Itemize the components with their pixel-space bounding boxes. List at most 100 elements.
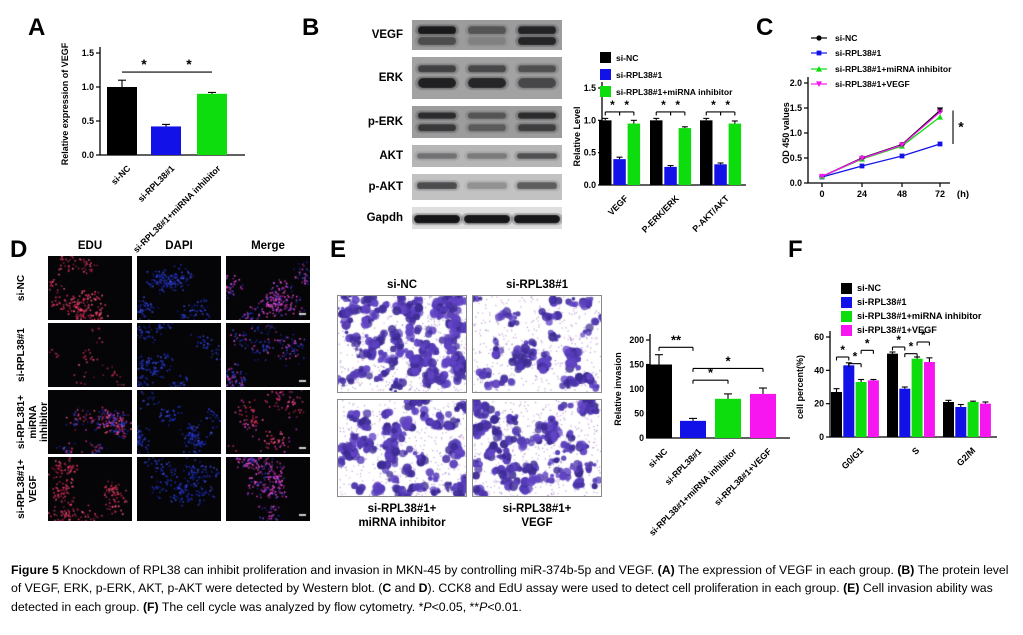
blot-row: p-AKT — [341, 174, 562, 200]
dapi-image — [137, 256, 221, 320]
panel-f-legend: si-NC si-RPL38#1 si-RPL38#1+miRNA inhibito… — [841, 281, 981, 337]
legend-item: si-NC — [600, 49, 732, 66]
caption-text: (B) — [897, 563, 915, 577]
caption-text: Cell invasion ability was detected in ea… — [11, 581, 993, 614]
svg-text:*: * — [725, 353, 731, 368]
legend-color-swatch — [841, 296, 852, 308]
legend-color-swatch — [600, 86, 611, 97]
svg-text:cell percent(%): cell percent(%) — [795, 355, 805, 419]
svg-text:40: 40 — [814, 365, 824, 375]
caption-text: The protein level of VEGF, ERK, p-ERK, A… — [11, 563, 1009, 596]
svg-text:*: * — [141, 56, 147, 72]
legend-marker-icon — [811, 65, 827, 72]
caption-text: (A) — [657, 563, 675, 577]
legend-marker-icon — [811, 35, 827, 41]
svg-text:100: 100 — [629, 384, 644, 394]
dapi-header: DAPI — [165, 240, 193, 252]
svg-text:P-ERK/ERK: P-ERK/ERK — [640, 193, 682, 235]
svg-text:S: S — [910, 445, 921, 456]
svg-text:(h): (h) — [957, 189, 969, 200]
svg-text:P-AKT/AKT: P-AKT/AKT — [690, 193, 731, 234]
merge-image — [226, 390, 310, 454]
panel-f-label: F — [788, 236, 804, 263]
caption-text: C — [382, 581, 392, 596]
condition-row-label: si-RPL38#1+ VEGF — [16, 459, 39, 519]
svg-text:G0/G1: G0/G1 — [840, 445, 866, 471]
panel-c-label: C — [756, 14, 774, 41]
svg-text:0.5: 0.5 — [82, 116, 94, 126]
caption-text: ). CCK8 and EdU assay were used to detec… — [427, 581, 844, 596]
svg-text:*: * — [909, 340, 914, 354]
legend-label: si-NC — [616, 52, 639, 63]
dapi-image — [137, 323, 221, 387]
merge-image — [226, 256, 310, 320]
invasion-group-label: si-RPL38#1+ VEGF — [502, 503, 572, 529]
blot-row: ERK — [341, 57, 562, 99]
edu-image — [48, 256, 132, 320]
caption-text: <0.05, ** — [431, 599, 480, 614]
legend-marker-icon — [811, 81, 827, 88]
western-blot-strip — [412, 57, 562, 99]
invasion-assay-image — [472, 295, 602, 393]
invasion-group-label: si-NC — [386, 279, 418, 291]
svg-text:20: 20 — [814, 399, 824, 409]
legend-item: si-RPL38#1+miRNA inhibitor — [600, 83, 732, 100]
legend-label: si-RPL38#1+VEGF — [857, 325, 937, 335]
svg-text:Relative expression of VEGF: Relative expression of VEGF — [60, 42, 70, 165]
svg-text:1.5: 1.5 — [790, 103, 802, 113]
legend-marker-icon — [811, 50, 827, 56]
svg-text:si-RPL38#1: si-RPL38#1 — [136, 163, 177, 204]
blot-row: p-ERK — [341, 106, 562, 138]
caption-text: (E) — [843, 581, 860, 596]
svg-text:1.0: 1.0 — [790, 128, 802, 138]
legend-item: si-NC — [810, 30, 951, 46]
svg-text:50: 50 — [634, 409, 644, 419]
blot-row: AKT — [341, 145, 562, 167]
invasion-group-label: si-RPL38#1 — [505, 279, 568, 291]
legend-item: si-RPL38#1+VEGF — [841, 323, 981, 337]
svg-text:*: * — [896, 333, 901, 347]
panel-a-bar-chart: 0.0 0.5 1.0 1.5 Relative expression of VEGF s… — [60, 42, 245, 255]
invasion-assay-image — [337, 295, 467, 393]
figure-caption: Figure 5 Knockdown of RPL38 can inhibit … — [11, 561, 1012, 616]
legend-label: si-RPL38#1+miRNA inhibitor — [616, 86, 733, 97]
blot-row: Gapdh — [341, 207, 562, 229]
svg-text:*: * — [921, 328, 926, 342]
svg-text:1.5: 1.5 — [584, 83, 596, 93]
svg-text:48: 48 — [897, 189, 907, 199]
condition-row-label: si-RPL38#1 — [16, 328, 27, 382]
panel-b-bar-chart: 0.0 0.5 1.0 1.5 Relative Level VEGF P-ERK/ERK P… — [572, 82, 746, 235]
legend-label: si-NC — [835, 32, 858, 43]
svg-text:**: ** — [671, 332, 682, 347]
caption-text: P — [423, 599, 432, 614]
svg-text:si-NC: si-NC — [646, 446, 670, 470]
svg-text:1.5: 1.5 — [82, 48, 94, 58]
legend-color-swatch — [841, 310, 852, 322]
svg-text:*: * — [725, 98, 730, 112]
panel-b-western-blots: VEGF ERK p-ERK AKT p-AKT Gapdh — [341, 20, 562, 236]
panel-d-label: D — [10, 236, 28, 263]
legend-item: si-RPL38#1 — [810, 46, 951, 62]
merge-image — [226, 457, 310, 521]
panel-b-label: B — [302, 14, 320, 41]
invasion-assay-image — [337, 399, 467, 497]
caption-text: and — [391, 581, 419, 596]
blot-protein-label: ERK — [378, 72, 403, 84]
edu-image — [48, 457, 132, 521]
svg-text:0.5: 0.5 — [790, 153, 802, 163]
svg-text:0.0: 0.0 — [584, 180, 596, 190]
svg-text:24: 24 — [857, 189, 867, 199]
panel-e-label: E — [330, 236, 347, 263]
svg-text:1.0: 1.0 — [82, 82, 94, 92]
caption-text: D — [418, 581, 428, 596]
svg-text:Relative invasion: Relative invasion — [613, 352, 623, 426]
western-blot-strip — [412, 106, 562, 138]
svg-text:150: 150 — [629, 360, 644, 370]
svg-text:0.0: 0.0 — [82, 150, 94, 160]
svg-text:0: 0 — [819, 189, 824, 199]
caption-text: P — [479, 599, 488, 614]
caption-text: <0.01. — [487, 599, 522, 614]
western-blot-strip — [412, 207, 562, 229]
svg-text:60: 60 — [814, 332, 824, 342]
